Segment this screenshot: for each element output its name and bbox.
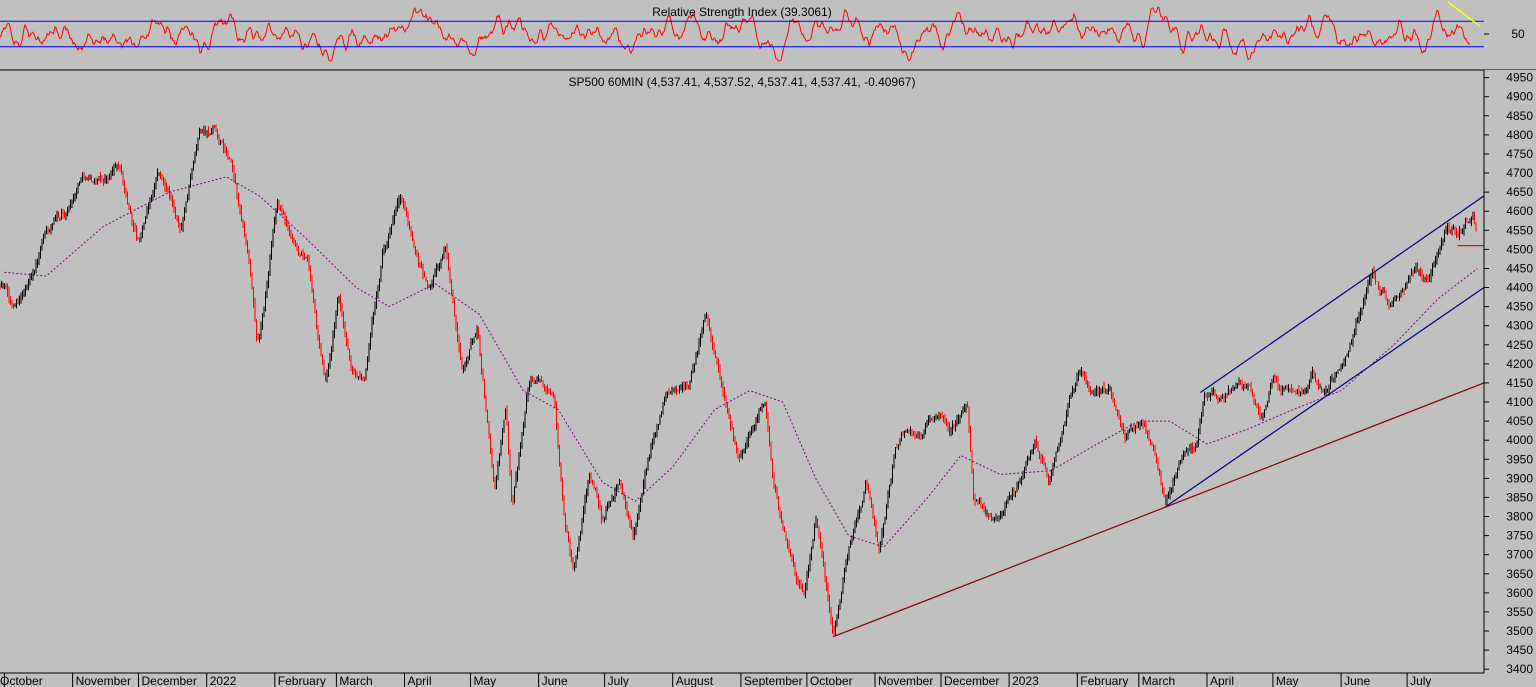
y-tick-label: 4300	[1506, 319, 1533, 333]
x-tick-label: 2022	[210, 674, 237, 687]
x-tick-label: June	[1344, 674, 1370, 687]
x-tick-label: May	[1276, 674, 1299, 687]
x-tick-label: March	[339, 674, 372, 687]
y-tick-label: 3600	[1506, 586, 1533, 600]
rsi-title: Relative Strength Index (39.3061)	[652, 5, 831, 19]
x-tick-label: February	[278, 674, 326, 687]
y-tick-label: 4250	[1506, 338, 1533, 352]
y-tick-label: 3500	[1506, 624, 1533, 638]
rsi-annotation-line	[1447, 1, 1481, 27]
rsi-tick-label: 50	[1511, 27, 1525, 41]
x-tick-label: June	[542, 674, 568, 687]
y-tick-label: 4950	[1506, 71, 1533, 85]
trendline-2	[1200, 195, 1485, 393]
y-tick-label: 4750	[1506, 147, 1533, 161]
x-tick-label: May	[474, 674, 497, 687]
y-tick-label: 4600	[1506, 204, 1533, 218]
x-tick-label: March	[1142, 674, 1175, 687]
y-tick-label: 4700	[1506, 166, 1533, 180]
y-tick-label: 3650	[1506, 567, 1533, 581]
moving-average-layer	[4, 176, 1478, 548]
x-tick-label: December	[142, 674, 197, 687]
x-tick-label: September	[744, 674, 803, 687]
x-tick-label: April	[1210, 674, 1234, 687]
rsi-panel: Relative Strength Index (39.3061) 50	[0, 1, 1525, 62]
x-tick-label: August	[676, 674, 714, 687]
x-tick-label: November	[878, 674, 933, 687]
y-tick-label: 4550	[1506, 223, 1533, 237]
x-tick-label: November	[76, 674, 131, 687]
y-tick-label: 4000	[1506, 433, 1533, 447]
y-tick-label: 3900	[1506, 471, 1533, 485]
y-tick-label: 4800	[1506, 128, 1533, 142]
y-tick-label: 4100	[1506, 395, 1533, 409]
x-tick-label: October	[0, 674, 43, 687]
y-tick-label: 4650	[1506, 185, 1533, 199]
y-tick-label: 4350	[1506, 300, 1533, 314]
y-tick-label: 3400	[1506, 662, 1533, 676]
trendline-3	[832, 382, 1485, 638]
candlestick-layer	[0, 124, 1477, 638]
x-tick-label: February	[1080, 674, 1128, 687]
price-title: SP500 60MIN (4,537.41, 4,537.52, 4,537.4…	[569, 75, 916, 89]
x-tick-label: July	[608, 674, 629, 687]
trendline-layer	[832, 195, 1485, 638]
rsi-line-layer	[0, 6, 1471, 62]
time-x-axis: October November December 2022 February March…	[0, 673, 1431, 687]
moving-average-line	[4, 176, 1478, 548]
y-tick-label: 3850	[1506, 490, 1533, 504]
trendline-1	[1164, 287, 1485, 508]
y-tick-label: 4500	[1506, 242, 1533, 256]
y-tick-label: 4400	[1506, 281, 1533, 295]
y-axis-background	[1484, 70, 1536, 673]
y-tick-label: 4200	[1506, 357, 1533, 371]
x-tick-label: December	[944, 674, 999, 687]
y-tick-label: 4900	[1506, 90, 1533, 104]
y-tick-label: 3750	[1506, 529, 1533, 543]
y-tick-label: 4150	[1506, 376, 1533, 390]
price-y-axis: 3400 3450 3500 3550 3600 3650 3700 3750 3800 3850…	[1484, 71, 1533, 676]
y-tick-label: 4850	[1506, 109, 1533, 123]
price-panel: SP500 60MIN (4,537.41, 4,537.52, 4,537.4…	[0, 75, 1485, 638]
x-axis-background	[0, 673, 1536, 687]
y-tick-label: 4450	[1506, 262, 1533, 276]
x-tick-label: April	[408, 674, 432, 687]
y-tick-label: 3800	[1506, 510, 1533, 524]
y-tick-label: 3700	[1506, 548, 1533, 562]
y-tick-label: 4050	[1506, 414, 1533, 428]
rsi-axis: 50	[1484, 27, 1525, 41]
x-tick-label: July	[1410, 674, 1431, 687]
y-tick-label: 3550	[1506, 605, 1533, 619]
y-tick-label: 3450	[1506, 643, 1533, 657]
x-tick-label: October	[810, 674, 853, 687]
x-tick-label: 2023	[1012, 674, 1039, 687]
y-tick-label: 3950	[1506, 452, 1533, 466]
rsi-line	[0, 6, 1471, 62]
